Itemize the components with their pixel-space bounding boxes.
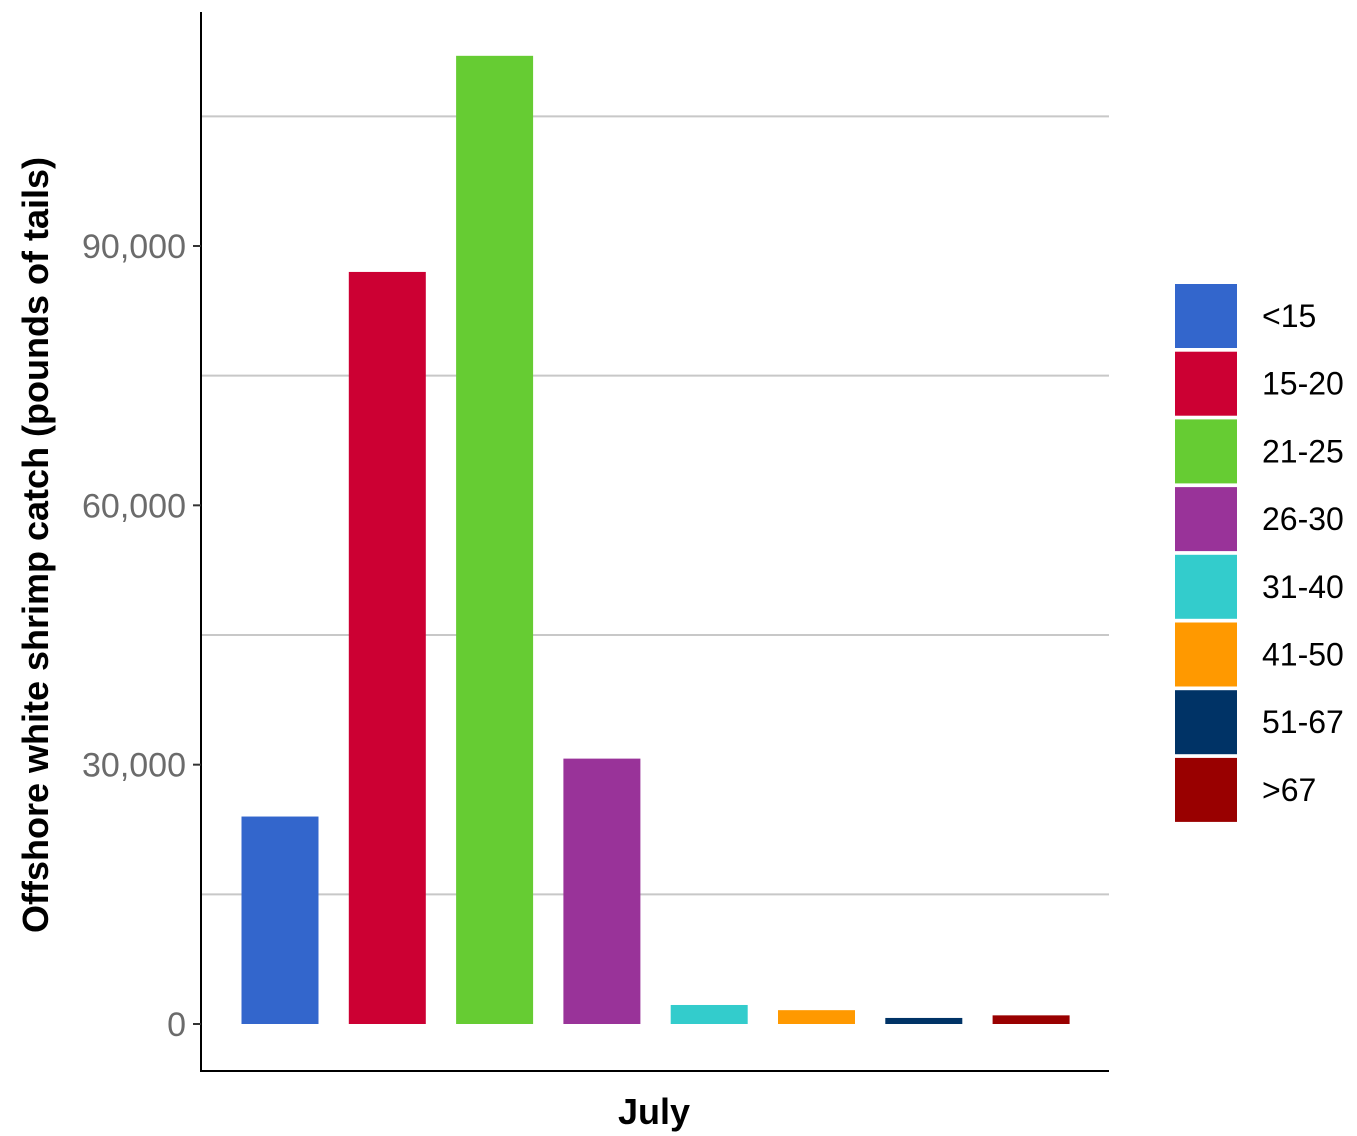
legend-key-6 <box>1175 690 1237 755</box>
bar-1 <box>348 271 426 1024</box>
gridlines <box>201 115 1109 896</box>
x-axis-title: July <box>618 1091 690 1132</box>
legend-label-7: >67 <box>1262 772 1316 808</box>
legend: <15 15-20 21-25 26-30 31-40 41-50 51-67 >67 <box>1175 284 1344 822</box>
y-ticks: 0 30,000 60,000 90,000 <box>82 228 201 1044</box>
y-tick-label-2: 60,000 <box>82 487 186 525</box>
legend-label-3: 26-30 <box>1262 501 1344 537</box>
y-tick-label-1: 30,000 <box>82 747 186 785</box>
bar-7 <box>992 1015 1070 1024</box>
legend-key-1 <box>1175 351 1237 416</box>
y-axis-title: Offshore white shrimp catch (pounds of t… <box>15 157 56 933</box>
legend-label-4: 31-40 <box>1262 569 1344 605</box>
legend-key-3 <box>1175 487 1237 552</box>
legend-label-2: 21-25 <box>1262 433 1344 469</box>
bar-2 <box>456 55 534 1025</box>
legend-label-1: 15-20 <box>1262 366 1344 402</box>
legend-key-2 <box>1175 419 1237 484</box>
legend-key-5 <box>1175 622 1237 687</box>
bar-6 <box>885 1017 963 1024</box>
legend-key-7 <box>1175 757 1237 822</box>
axes <box>200 12 1109 1072</box>
legend-key-0 <box>1175 284 1237 348</box>
bars <box>241 55 1070 1025</box>
bar-5 <box>778 1010 855 1024</box>
bar-3 <box>563 758 641 1024</box>
y-tick-label-0: 0 <box>167 1006 186 1044</box>
legend-label-5: 41-50 <box>1262 637 1344 673</box>
legend-label-6: 51-67 <box>1262 704 1344 740</box>
legend-label-0: <15 <box>1262 298 1316 334</box>
bar-0 <box>241 816 319 1024</box>
bar-4 <box>670 1004 748 1024</box>
y-tick-label-3: 90,000 <box>82 228 186 266</box>
legend-key-4 <box>1175 554 1237 619</box>
